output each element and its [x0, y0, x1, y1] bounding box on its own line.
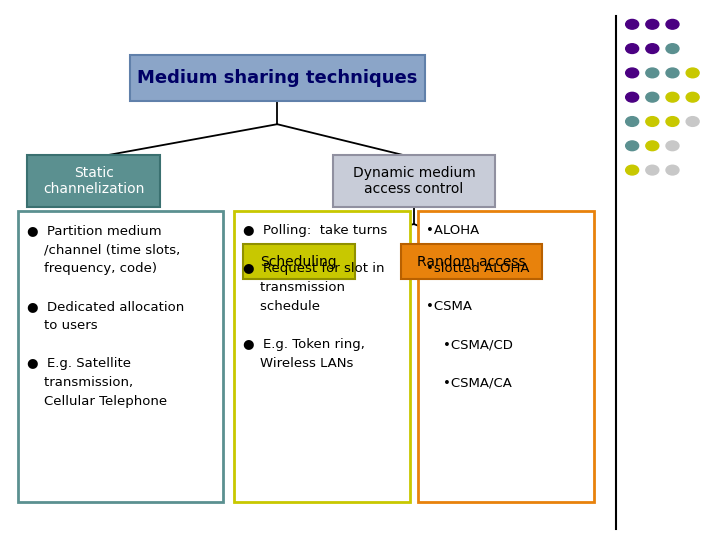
Circle shape	[646, 44, 659, 53]
Circle shape	[626, 165, 639, 175]
Text: Scheduling: Scheduling	[261, 255, 337, 269]
Text: Static
channelization: Static channelization	[43, 166, 144, 196]
Circle shape	[666, 44, 679, 53]
Circle shape	[666, 68, 679, 78]
Text: •ALOHA

•slotted ALOHA

•CSMA

    •CSMA/CD

    •CSMA/CA: •ALOHA •slotted ALOHA •CSMA •CSMA/CD •CS…	[426, 224, 530, 389]
Text: ●  Partition medium
    /channel (time slots,
    frequency, code)

●  Dedicated: ● Partition medium /channel (time slots,…	[27, 224, 184, 408]
Circle shape	[686, 117, 699, 126]
FancyBboxPatch shape	[418, 211, 594, 502]
Circle shape	[646, 68, 659, 78]
Circle shape	[626, 141, 639, 151]
Circle shape	[666, 141, 679, 151]
FancyBboxPatch shape	[333, 156, 495, 206]
Circle shape	[646, 19, 659, 29]
FancyBboxPatch shape	[243, 244, 354, 280]
Circle shape	[626, 117, 639, 126]
Circle shape	[646, 141, 659, 151]
Text: Random access: Random access	[418, 255, 526, 269]
FancyBboxPatch shape	[130, 56, 425, 102]
Text: Medium sharing techniques: Medium sharing techniques	[137, 69, 418, 87]
Circle shape	[646, 92, 659, 102]
FancyBboxPatch shape	[27, 156, 160, 206]
Circle shape	[646, 117, 659, 126]
Circle shape	[686, 92, 699, 102]
Circle shape	[686, 68, 699, 78]
Circle shape	[646, 165, 659, 175]
Text: ●  Polling:  take turns

●  Request for slot in
    transmission
    schedule

●: ● Polling: take turns ● Request for slot…	[243, 224, 387, 370]
FancyBboxPatch shape	[234, 211, 410, 502]
Circle shape	[626, 19, 639, 29]
Circle shape	[666, 117, 679, 126]
FancyBboxPatch shape	[18, 211, 223, 502]
Circle shape	[666, 92, 679, 102]
FancyBboxPatch shape	[402, 244, 541, 280]
Circle shape	[666, 165, 679, 175]
Circle shape	[626, 44, 639, 53]
Text: Dynamic medium
access control: Dynamic medium access control	[353, 166, 475, 196]
Circle shape	[626, 92, 639, 102]
Circle shape	[666, 19, 679, 29]
Circle shape	[626, 68, 639, 78]
